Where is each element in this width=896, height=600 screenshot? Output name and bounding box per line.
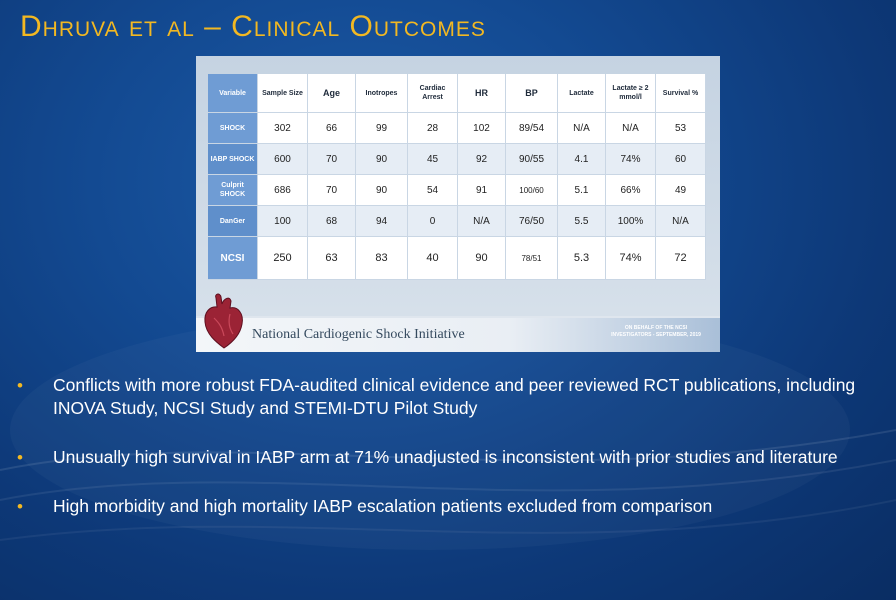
header-variable: Variable (208, 74, 258, 113)
header-lactate: Lactate (558, 74, 606, 113)
bullet-item: • Conflicts with more robust FDA-audited … (0, 374, 896, 420)
cell-lactate: N/A (558, 113, 606, 144)
header-age: Age (308, 74, 356, 113)
cell-lactate: 5.1 (558, 175, 606, 206)
cell-hr: 91 (458, 175, 506, 206)
cell-survival: 60 (656, 144, 706, 175)
bullet-icon: • (17, 448, 23, 467)
table-row: NCSI 250 63 83 40 90 78/51 5.3 74% 72 (208, 237, 706, 280)
banner-title: National Cardiogenic Shock Initiative (252, 327, 465, 342)
outcomes-figure: Variable Sample Size Age Inotropes Cardi… (196, 56, 720, 352)
cell-bp: 90/55 (506, 144, 558, 175)
cell-sample-size: 100 (258, 206, 308, 237)
header-inotropes: Inotropes (356, 74, 408, 113)
cell-inotropes: 90 (356, 175, 408, 206)
cell-lactate: 4.1 (558, 144, 606, 175)
slide-title: Dhruva et al – Clinical Outcomes (20, 10, 486, 43)
cell-survival: 53 (656, 113, 706, 144)
cell-hr: 90 (458, 237, 506, 280)
heart-icon (204, 293, 243, 349)
cell-bp: 76/50 (506, 206, 558, 237)
table-header-row: Variable Sample Size Age Inotropes Cardi… (208, 74, 706, 113)
row-variable: Culprit SHOCK (208, 175, 258, 206)
cell-inotropes: 99 (356, 113, 408, 144)
header-survival: Survival % (656, 74, 706, 113)
cell-inotropes: 90 (356, 144, 408, 175)
cell-hr: 92 (458, 144, 506, 175)
cell-hr: 102 (458, 113, 506, 144)
cell-survival: 72 (656, 237, 706, 280)
cell-bp: 89/54 (506, 113, 558, 144)
header-lactate-ge2: Lactate ≥ 2 mmol/l (606, 74, 656, 113)
cell-age: 68 (308, 206, 356, 237)
table-row: Culprit SHOCK 686 70 90 54 91 100/60 5.1… (208, 175, 706, 206)
cell-lactate-ge2: N/A (606, 113, 656, 144)
cell-hr: N/A (458, 206, 506, 237)
cell-age: 70 (308, 144, 356, 175)
bullet-icon: • (17, 376, 23, 395)
bullet-item: • High morbidity and high mortality IABP … (0, 495, 896, 518)
header-bp: BP (506, 74, 558, 113)
banner-note: ON BEHALF OF THE NCSI INVESTIGATORS - SE… (611, 325, 701, 338)
cell-survival: 49 (656, 175, 706, 206)
row-variable: SHOCK (208, 113, 258, 144)
cell-lactate: 5.3 (558, 237, 606, 280)
cell-lactate-ge2: 66% (606, 175, 656, 206)
header-cardiac-arrest: Cardiac Arrest (408, 74, 458, 113)
cell-cardiac-arrest: 54 (408, 175, 458, 206)
cell-sample-size: 600 (258, 144, 308, 175)
table-row: DanGer 100 68 94 0 N/A 76/50 5.5 100% N/… (208, 206, 706, 237)
bullet-text: Unusually high survival in IABP arm at 7… (53, 447, 838, 467)
cell-lactate-ge2: 74% (606, 144, 656, 175)
cell-cardiac-arrest: 0 (408, 206, 458, 237)
cell-lactate-ge2: 74% (606, 237, 656, 280)
header-sample-size: Sample Size (258, 74, 308, 113)
cell-inotropes: 94 (356, 206, 408, 237)
ncsi-banner: National Cardiogenic Shock Initiative ON… (196, 318, 720, 352)
cell-survival: N/A (656, 206, 706, 237)
row-variable: NCSI (208, 237, 258, 280)
cell-sample-size: 302 (258, 113, 308, 144)
cell-bp: 78/51 (506, 237, 558, 280)
table-row: IABP SHOCK 600 70 90 45 92 90/55 4.1 74%… (208, 144, 706, 175)
cell-age: 66 (308, 113, 356, 144)
bullet-icon: • (17, 497, 23, 516)
table-row: SHOCK 302 66 99 28 102 89/54 N/A N/A 53 (208, 113, 706, 144)
bullet-list: • Conflicts with more robust FDA-audited … (0, 374, 896, 544)
cell-cardiac-arrest: 45 (408, 144, 458, 175)
row-variable: IABP SHOCK (208, 144, 258, 175)
cell-cardiac-arrest: 40 (408, 237, 458, 280)
row-variable: DanGer (208, 206, 258, 237)
cell-lactate-ge2: 100% (606, 206, 656, 237)
cell-cardiac-arrest: 28 (408, 113, 458, 144)
bullet-text: Conflicts with more robust FDA-audited c… (53, 375, 856, 418)
cell-age: 63 (308, 237, 356, 280)
header-hr: HR (458, 74, 506, 113)
bullet-item: • Unusually high survival in IABP arm at … (0, 446, 896, 469)
cell-inotropes: 83 (356, 237, 408, 280)
bullet-text: High morbidity and high mortality IABP e… (53, 496, 713, 516)
cell-sample-size: 250 (258, 237, 308, 280)
cell-age: 70 (308, 175, 356, 206)
cell-bp: 100/60 (506, 175, 558, 206)
outcomes-table: Variable Sample Size Age Inotropes Cardi… (208, 74, 706, 280)
cell-lactate: 5.5 (558, 206, 606, 237)
cell-sample-size: 686 (258, 175, 308, 206)
